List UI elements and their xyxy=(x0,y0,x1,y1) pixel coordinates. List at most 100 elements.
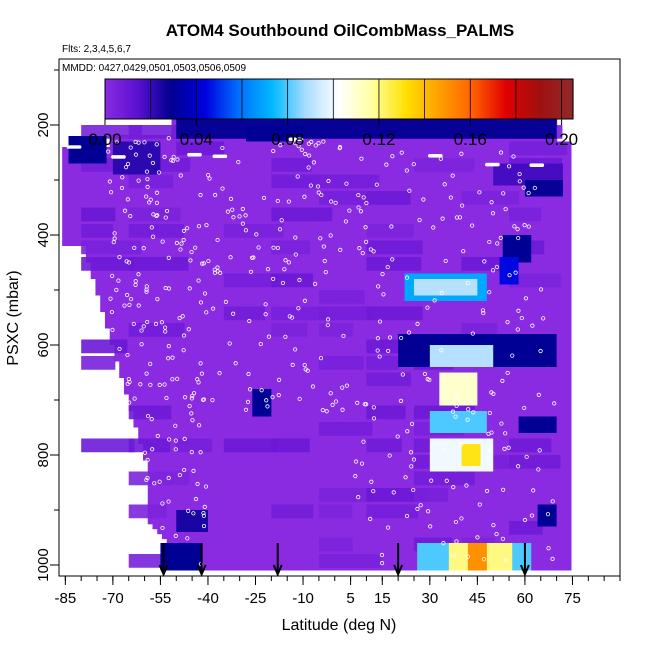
heatmap-cell xyxy=(323,119,330,571)
sample-point xyxy=(305,368,310,373)
sample-point xyxy=(522,517,528,523)
colorbar-segment xyxy=(284,79,287,119)
colorbar-segment xyxy=(454,79,457,119)
sample-point xyxy=(390,154,395,159)
colorbar-segment xyxy=(278,79,282,119)
sample-point xyxy=(275,198,280,204)
sample-point xyxy=(265,404,270,409)
sample-point xyxy=(175,376,180,381)
colorbar-tick-label: 0.08 xyxy=(271,130,304,149)
heatmap-cell xyxy=(252,119,258,571)
heatmap-cell xyxy=(366,504,419,519)
sample-point xyxy=(507,273,512,278)
sample-point xyxy=(320,408,325,413)
sample-point xyxy=(282,267,287,272)
sample-point xyxy=(247,318,252,324)
sample-point xyxy=(371,489,376,494)
colorbar-segment xyxy=(327,79,330,119)
sample-point xyxy=(279,218,284,223)
colorbar-segment xyxy=(374,79,377,119)
sample-point xyxy=(199,371,205,376)
sample-point xyxy=(119,185,125,191)
sample-point xyxy=(293,252,298,257)
sample-point xyxy=(333,399,339,404)
flight-arrow-head xyxy=(519,564,530,577)
colorbar-segment xyxy=(161,79,165,119)
sample-point xyxy=(448,195,453,200)
colorbar-segment xyxy=(571,79,574,119)
sample-point xyxy=(454,394,459,399)
colorbar-segment xyxy=(321,79,324,119)
sample-point xyxy=(114,140,119,145)
colorbar-segment xyxy=(186,79,190,119)
sample-point xyxy=(231,311,236,316)
heatmap-cell xyxy=(271,323,308,337)
sample-point xyxy=(166,255,171,260)
heatmap-cell xyxy=(66,147,73,246)
sample-point xyxy=(166,136,171,141)
sample-point xyxy=(173,533,178,538)
colorbar-segment xyxy=(407,79,410,119)
colorbar-segment xyxy=(557,79,560,119)
colorbar-segment xyxy=(212,79,215,119)
sample-point xyxy=(290,315,295,320)
sample-point xyxy=(409,421,415,426)
sample-point xyxy=(156,170,162,175)
x-tick-label: 45 xyxy=(469,590,486,607)
sample-point xyxy=(264,398,269,403)
heatmap-cell xyxy=(219,119,225,571)
sample-point xyxy=(220,186,225,191)
sample-point xyxy=(500,378,505,383)
sample-point xyxy=(155,213,160,218)
sample-point xyxy=(496,162,500,167)
sample-point xyxy=(344,383,350,388)
colorbar-segment xyxy=(124,79,128,119)
sample-point xyxy=(466,407,471,412)
colorbar-segment xyxy=(549,79,553,119)
sample-point xyxy=(480,308,486,313)
colorbar-segment xyxy=(399,79,402,119)
sample-point xyxy=(157,382,162,387)
sample-point xyxy=(204,310,209,315)
sample-point xyxy=(293,235,298,240)
sample-point xyxy=(170,158,176,163)
colorbar-segment xyxy=(177,79,180,119)
colorbar-segment xyxy=(181,79,184,119)
sample-point xyxy=(375,348,380,353)
colorbar-segment xyxy=(300,79,303,119)
heatmap-cell xyxy=(318,537,353,552)
colorbar-segment xyxy=(446,79,449,119)
sample-point xyxy=(459,442,464,447)
sample-point xyxy=(187,286,192,291)
sample-point xyxy=(536,467,541,472)
sample-point xyxy=(363,239,369,244)
sample-point xyxy=(107,179,112,184)
colorbar-segment xyxy=(136,79,139,119)
x-tick-label: 60 xyxy=(517,590,534,607)
heatmap-cell xyxy=(271,174,320,189)
colorbar-segment xyxy=(541,79,545,119)
colorbar-segment xyxy=(485,79,488,119)
sample-point xyxy=(191,468,196,473)
sample-point xyxy=(369,479,374,484)
colorbar-segment xyxy=(532,79,535,119)
heatmap-cell xyxy=(318,174,380,189)
sample-point xyxy=(152,481,157,486)
colorbar-segment xyxy=(563,79,566,119)
heatmap-cell xyxy=(271,207,333,222)
colorbar-segment xyxy=(506,79,510,119)
colorbar-segment xyxy=(344,79,348,119)
heatmap-cell xyxy=(566,141,572,571)
sample-point xyxy=(477,502,482,507)
sample-point xyxy=(368,247,373,252)
sample-point xyxy=(441,541,446,546)
sample-point xyxy=(398,335,404,341)
colorbar-segment xyxy=(397,79,401,119)
sample-point xyxy=(484,488,490,494)
sample-point xyxy=(337,146,342,151)
sample-point xyxy=(374,182,379,187)
sample-point xyxy=(277,227,283,232)
sample-point xyxy=(431,225,436,230)
heatmap-cell xyxy=(228,119,234,571)
sample-point xyxy=(108,190,114,195)
